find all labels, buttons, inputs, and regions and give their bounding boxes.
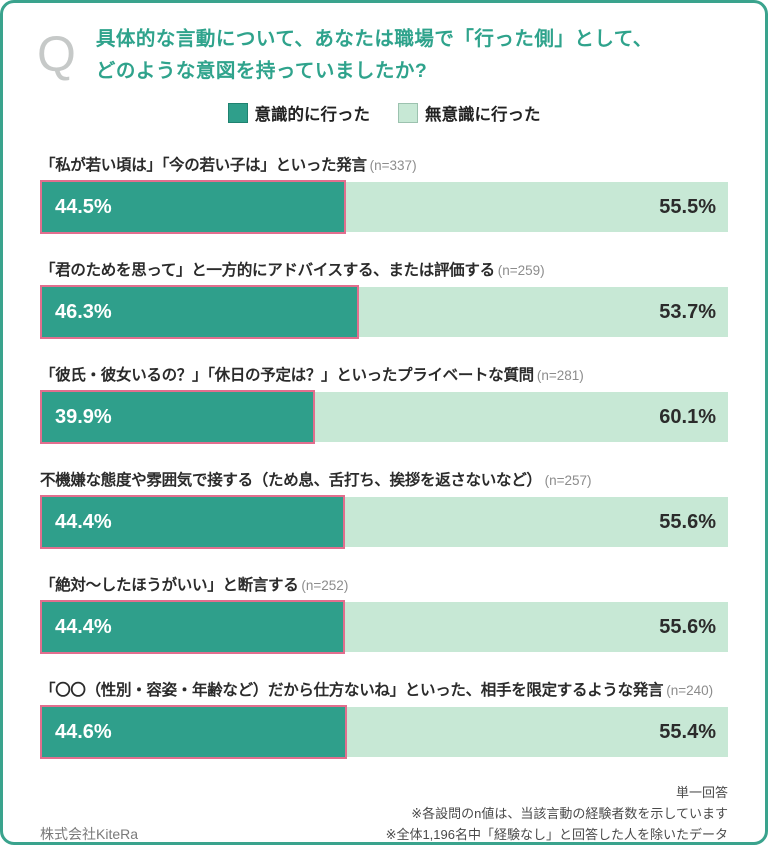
- stacked-bar: 44.4% 55.6%: [40, 600, 728, 655]
- row-label: 「〇〇（性別・容姿・年齢など）だから仕方ないね」といった、相手を限定するような発…: [40, 678, 728, 700]
- conscious-value: 44.5%: [55, 195, 112, 218]
- behavior-label: 「彼氏・彼女いるの？」「休日の予定は？」といったプライベートな質問: [40, 367, 534, 385]
- row-label: 「君のためを思って」と一方的にアドバイスする、または評価する (n=259): [40, 258, 728, 280]
- conscious-swatch-icon: [227, 103, 248, 124]
- n-value: (n=240): [666, 683, 714, 699]
- legend-item-unconscious: 無意識に行った: [398, 101, 541, 125]
- n-value: (n=281): [536, 368, 584, 384]
- conscious-value: 44.4%: [55, 510, 112, 533]
- question-line-2: どのような意図を持っていましたか?: [95, 60, 428, 83]
- stacked-bar: 44.5% 55.5%: [40, 180, 728, 235]
- stacked-bar: 44.4% 55.6%: [40, 495, 728, 550]
- bar-chart: 「私が若い頃は」「今の若い子は」といった発言 (n=337) 44.5% 55.5…: [3, 153, 765, 760]
- legend-item-conscious: 意識的に行った: [227, 101, 371, 125]
- bar-segment-conscious: 44.5%: [40, 180, 347, 235]
- unconscious-swatch-icon: [398, 103, 418, 124]
- stacked-bar: 44.6% 55.4%: [40, 705, 728, 760]
- conscious-value: 39.9%: [55, 405, 112, 428]
- n-value: (n=257): [544, 473, 592, 489]
- behavior-label: 「君のためを思って」と一方的にアドバイスする、または評価する: [40, 262, 495, 280]
- bar-row-6: 「〇〇（性別・容姿・年齢など）だから仕方ないね」といった、相手を限定するような発…: [40, 678, 728, 760]
- bar-segment-unconscious: 55.6%: [345, 602, 728, 653]
- bar-segment-conscious: 44.4%: [40, 600, 346, 655]
- behavior-label: 「〇〇（性別・容姿・年齢など）だから仕方ないね」といった、相手を限定するような発…: [40, 682, 664, 700]
- row-label: 「彼氏・彼女いるの？」「休日の予定は？」といったプライベートな質問 (n=281): [40, 363, 728, 385]
- bar-row-4: 不機嫌な態度や雰囲気で接する（ため息、舌打ち、挨拶を返さないなど） (n=257)…: [40, 468, 728, 550]
- n-value-note: ※各設問のn値は、当該言動の経験者数を示しています: [411, 806, 728, 822]
- footer: 単一回答 ※各設問のn値は、当該言動の経験者数を示しています ※全体1,196名…: [3, 783, 765, 842]
- bar-segment-conscious: 44.4%: [40, 495, 346, 550]
- unconscious-value: 60.1%: [659, 405, 716, 428]
- conscious-value: 44.4%: [55, 615, 112, 638]
- page-title: 具体的な言動について、あなたは職場で「行った側」として、 どのような意図を持って…: [96, 23, 653, 87]
- bar-segment-unconscious: 53.7%: [358, 287, 728, 338]
- bar-row-5: 「絶対〜したほうがいい」と断言する (n=252) 44.4% 55.6%: [40, 573, 728, 655]
- legend: 意識的に行った 無意識に行った: [3, 101, 765, 125]
- footnotes: 単一回答 ※各設問のn値は、当該言動の経験者数を示しています ※全体1,196名…: [40, 783, 728, 842]
- behavior-label: 「絶対〜したほうがいい」と断言する: [40, 577, 299, 595]
- legend-label-conscious: 意識的に行った: [254, 106, 371, 125]
- stacked-bar: 46.3% 53.7%: [40, 285, 728, 340]
- exclusion-note: ※全体1,196名中「経験なし」と回答した人を除いたデータ: [385, 826, 728, 842]
- stacked-bar: 39.9% 60.1%: [40, 390, 728, 445]
- unconscious-value: 53.7%: [659, 300, 716, 323]
- n-value: (n=337): [369, 158, 417, 174]
- conscious-value: 46.3%: [55, 300, 112, 323]
- header: Q 具体的な言動について、あなたは職場で「行った側」として、 どのような意図を持…: [3, 3, 765, 87]
- bar-segment-unconscious: 55.6%: [345, 497, 728, 548]
- company-name: 株式会社KiteRa: [40, 825, 139, 842]
- n-value: (n=259): [497, 263, 545, 279]
- bar-row-1: 「私が若い頃は」「今の若い子は」といった発言 (n=337) 44.5% 55.5…: [40, 153, 728, 235]
- behavior-label: 不機嫌な態度や雰囲気で接する（ため息、舌打ち、挨拶を返さないなど）: [40, 472, 542, 490]
- unconscious-value: 55.6%: [659, 615, 716, 638]
- question-line-1: 具体的な言動について、あなたは職場で「行った側」として、: [95, 28, 653, 50]
- behavior-label: 「私が若い頃は」「今の若い子は」といった発言: [40, 157, 367, 175]
- bar-segment-conscious: 46.3%: [40, 285, 359, 340]
- bar-segment-conscious: 44.6%: [40, 705, 347, 760]
- conscious-value: 44.6%: [55, 720, 112, 743]
- unconscious-value: 55.6%: [659, 510, 716, 533]
- unconscious-value: 55.4%: [659, 720, 716, 743]
- bar-row-3: 「彼氏・彼女いるの？」「休日の予定は？」といったプライベートな質問 (n=281)…: [40, 363, 728, 445]
- row-label: 「絶対〜したほうがいい」と断言する (n=252): [40, 573, 728, 595]
- question-mark-icon: Q: [37, 26, 76, 82]
- row-label: 不機嫌な態度や雰囲気で接する（ため息、舌打ち、挨拶を返さないなど） (n=257): [40, 468, 728, 490]
- bar-segment-unconscious: 55.5%: [346, 182, 728, 233]
- legend-label-unconscious: 無意識に行った: [425, 106, 541, 125]
- bar-segment-conscious: 39.9%: [40, 390, 315, 445]
- bar-row-2: 「君のためを思って」と一方的にアドバイスする、または評価する (n=259) 46…: [40, 258, 728, 340]
- row-label: 「私が若い頃は」「今の若い子は」といった発言 (n=337): [40, 153, 728, 175]
- answer-type-note: 単一回答: [675, 785, 728, 801]
- unconscious-value: 55.5%: [659, 195, 716, 218]
- bar-segment-unconscious: 55.4%: [346, 707, 728, 758]
- bar-segment-unconscious: 60.1%: [314, 392, 728, 443]
- n-value: (n=252): [301, 578, 349, 594]
